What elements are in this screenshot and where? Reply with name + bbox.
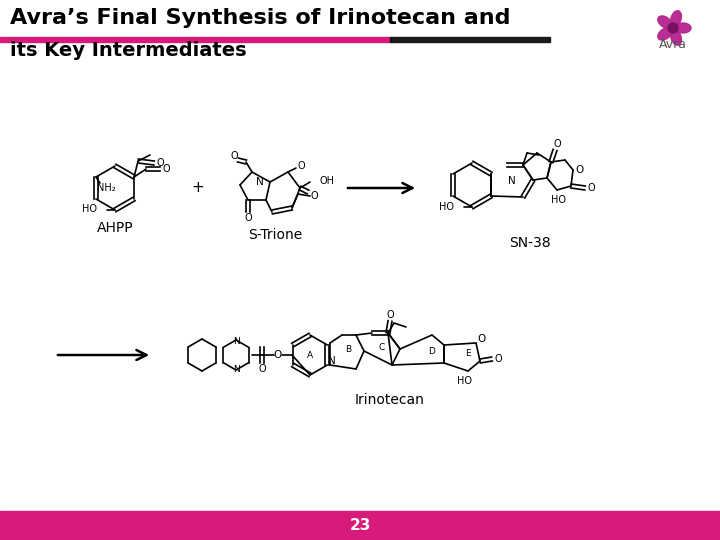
Text: O: O [386, 310, 394, 320]
Ellipse shape [658, 28, 672, 40]
Text: HO: HO [552, 195, 567, 205]
Text: HO: HO [439, 202, 454, 212]
Text: O: O [230, 151, 238, 161]
Ellipse shape [675, 23, 691, 33]
Text: 23: 23 [349, 518, 371, 533]
Ellipse shape [671, 30, 681, 45]
Text: Irinotecan: Irinotecan [355, 393, 425, 407]
Text: O: O [494, 354, 502, 364]
Ellipse shape [658, 16, 672, 28]
Text: HO: HO [82, 204, 97, 214]
Text: its Key Intermediates: its Key Intermediates [10, 40, 247, 59]
Text: O: O [478, 334, 486, 344]
Text: O: O [297, 161, 305, 171]
Text: O: O [575, 165, 583, 175]
Text: O: O [588, 183, 595, 193]
Text: N: N [328, 356, 336, 366]
Text: HO: HO [456, 376, 472, 386]
Text: B: B [345, 345, 351, 354]
Text: D: D [428, 347, 436, 355]
Ellipse shape [671, 11, 681, 26]
Text: SN-38: SN-38 [509, 236, 551, 250]
Circle shape [668, 23, 678, 33]
Text: E: E [465, 348, 471, 357]
Text: O: O [310, 191, 318, 201]
Bar [0, 37, 390, 42]
Text: O: O [553, 139, 561, 149]
Text: A: A [307, 350, 313, 360]
Text: N: N [256, 177, 264, 187]
Text: Avra: Avra [659, 37, 687, 51]
Text: O: O [258, 364, 266, 374]
Bar [390, 37, 550, 42]
Bar [0, 511, 720, 540]
Text: NH₂: NH₂ [96, 183, 115, 193]
Text: O: O [156, 158, 164, 168]
Text: N: N [233, 364, 239, 374]
Text: N: N [508, 176, 516, 186]
Text: +: + [192, 180, 204, 195]
Text: AHPP: AHPP [96, 221, 133, 235]
Text: S-Trione: S-Trione [248, 228, 302, 242]
Text: C: C [379, 342, 385, 352]
Text: OH: OH [320, 176, 335, 186]
Text: O: O [274, 350, 282, 360]
Text: O: O [162, 164, 170, 174]
Text: O: O [244, 213, 252, 223]
Text: N: N [233, 336, 239, 346]
Text: Avra’s Final Synthesis of Irinotecan and: Avra’s Final Synthesis of Irinotecan and [10, 8, 510, 28]
